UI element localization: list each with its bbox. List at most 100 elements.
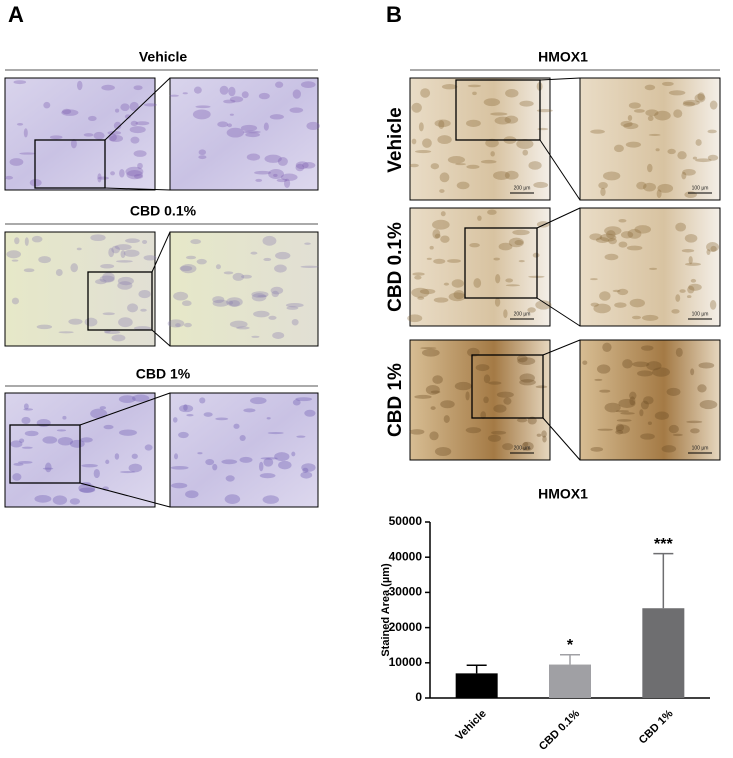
tissue-texture (698, 362, 715, 369)
tissue-texture (604, 402, 621, 413)
tissue-texture (212, 296, 225, 304)
tissue-texture (537, 127, 549, 131)
tissue-texture (278, 460, 292, 470)
tissue-texture (433, 297, 449, 303)
tissue-texture (215, 417, 229, 421)
tissue-texture (432, 375, 443, 384)
y-tick-label: 0 (415, 690, 422, 704)
tissue-texture (516, 355, 528, 363)
tissue-texture (138, 289, 151, 299)
tissue-texture (536, 221, 550, 228)
tissue-texture (688, 283, 702, 291)
tissue-texture (686, 295, 692, 299)
tissue-texture (43, 101, 51, 109)
tissue-texture (668, 90, 686, 96)
tissue-texture (623, 122, 639, 130)
tissue-texture (275, 251, 291, 260)
tissue-texture (521, 447, 531, 451)
tissue-texture (647, 163, 653, 173)
tissue-texture (124, 114, 131, 119)
tissue-texture (602, 171, 621, 181)
tissue-texture (422, 138, 432, 148)
tissue-texture (519, 373, 535, 383)
tissue-texture (672, 433, 683, 437)
tissue-texture (119, 168, 125, 178)
tissue-texture (129, 126, 146, 134)
tissue-texture (488, 381, 502, 385)
tissue-texture (181, 300, 192, 307)
tissue-texture (228, 86, 236, 97)
tissue-texture (613, 144, 624, 153)
tissue-texture (475, 364, 490, 372)
tissue-texture (132, 394, 150, 402)
tissue-texture (683, 99, 700, 106)
tissue-texture (440, 211, 446, 217)
tissue-texture (617, 288, 629, 296)
tissue-texture (614, 302, 627, 308)
tissue-texture (430, 406, 436, 410)
tissue-texture (223, 271, 234, 275)
tissue-texture (95, 279, 107, 285)
tissue-texture (125, 166, 144, 177)
tissue-texture (118, 395, 136, 404)
tissue-texture (262, 235, 277, 246)
tissue-texture (608, 237, 617, 245)
tissue-texture (99, 275, 115, 283)
tissue-texture (219, 85, 229, 95)
tissue-texture (183, 404, 188, 411)
tissue-texture (117, 276, 134, 286)
tissue-texture (254, 170, 271, 175)
tissue-texture (227, 123, 232, 128)
tissue-texture (144, 444, 153, 451)
tissue-texture (291, 318, 299, 326)
tissue-texture (19, 438, 25, 443)
tissue-texture (133, 326, 152, 331)
tissue-texture (640, 400, 649, 410)
tissue-texture (212, 299, 229, 307)
tissue-texture (301, 463, 316, 472)
tissue-texture (679, 289, 686, 293)
tissue-texture (36, 419, 51, 428)
tissue-texture (536, 109, 553, 113)
tissue-texture (535, 385, 548, 389)
tissue-texture (496, 391, 514, 398)
tissue-texture (251, 293, 267, 302)
tissue-texture (643, 396, 654, 405)
x-tick-label: CBD 0.1% (537, 708, 582, 753)
tissue-texture (443, 415, 450, 423)
tissue-texture (269, 114, 284, 120)
panel-label: A (8, 2, 24, 27)
tissue-texture (264, 154, 282, 163)
inset-connector (79, 482, 171, 508)
tissue-texture (541, 430, 547, 438)
row-label: CBD 0.1% (385, 222, 406, 312)
tissue-texture (49, 135, 63, 140)
tissue-texture (23, 128, 28, 138)
inset-box (464, 227, 538, 299)
tissue-texture (83, 133, 94, 137)
tissue-texture (512, 229, 530, 236)
tissue-texture (80, 437, 93, 443)
tissue-texture (434, 119, 451, 128)
tissue-texture (24, 237, 29, 246)
tissue-texture (429, 431, 439, 441)
tissue-texture (641, 314, 659, 321)
tissue-texture (23, 268, 35, 273)
tissue-texture (648, 133, 661, 136)
tissue-texture (62, 415, 67, 420)
tissue-texture (285, 302, 304, 308)
tissue-texture (606, 230, 616, 239)
tissue-texture (439, 172, 450, 183)
tissue-texture (671, 309, 680, 314)
tissue-texture (620, 412, 635, 415)
tissue-texture (113, 121, 122, 130)
tissue-texture (52, 495, 68, 505)
tissue-texture (604, 226, 622, 236)
tissue-texture (97, 173, 102, 183)
tissue-texture (111, 334, 126, 342)
tissue-texture (668, 424, 679, 434)
tissue-texture (517, 357, 536, 365)
tissue-texture (14, 237, 20, 245)
tissue-texture (31, 235, 43, 243)
significance-label: *** (654, 536, 673, 553)
